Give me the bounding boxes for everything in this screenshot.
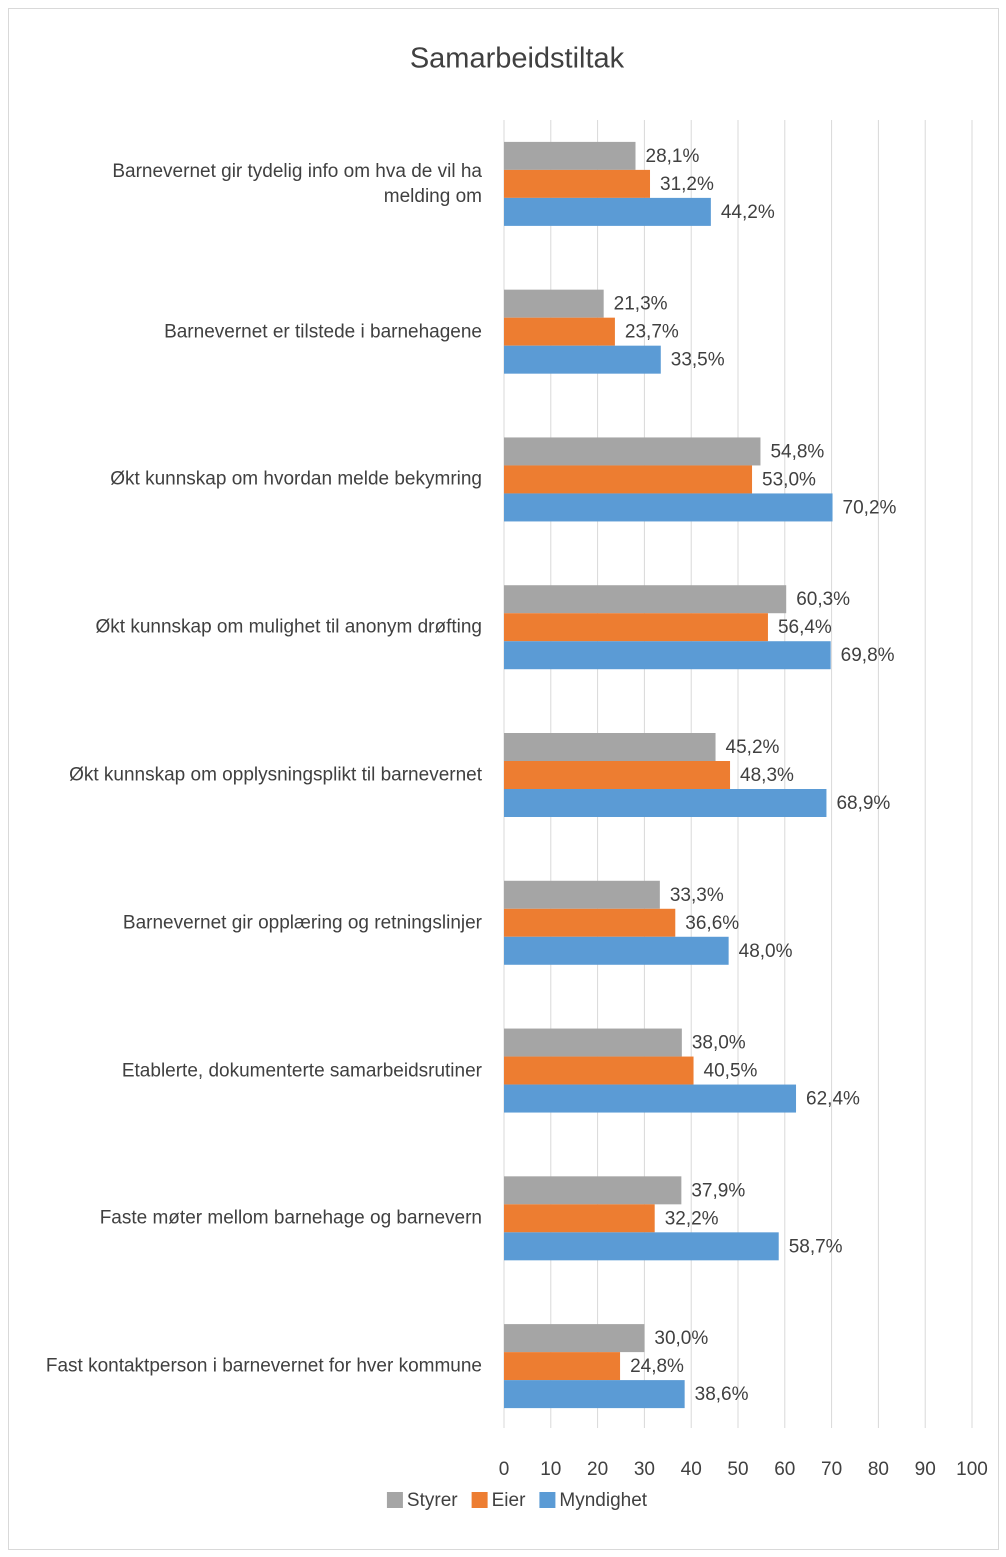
value-label: 60,3% bbox=[796, 589, 850, 610]
value-label: 40,5% bbox=[704, 1061, 758, 1082]
x-tick-label: 100 bbox=[956, 1459, 988, 1480]
legend: Styrer Eier Myndighet bbox=[386, 1490, 648, 1511]
bar bbox=[504, 1232, 779, 1261]
bar bbox=[504, 613, 768, 642]
value-label: 45,2% bbox=[726, 737, 780, 758]
category-label: Barnevernet gir opplæring og retningslin… bbox=[122, 912, 482, 934]
category-label: Økt kunnskap om hvordan melde bekymring bbox=[110, 468, 482, 490]
bar bbox=[504, 317, 615, 346]
bar bbox=[504, 1204, 655, 1233]
bar bbox=[504, 1084, 797, 1113]
category-label: Økt kunnskap om mulighet til anonym drøf… bbox=[95, 616, 482, 638]
bar bbox=[504, 169, 651, 198]
value-label: 21,3% bbox=[614, 294, 668, 315]
bar bbox=[504, 880, 660, 909]
value-label: 33,3% bbox=[670, 885, 724, 906]
category-label: Faste møter mellom barnehage og barnever… bbox=[99, 1207, 482, 1229]
bar bbox=[504, 437, 761, 466]
value-label: 62,4% bbox=[806, 1089, 860, 1110]
value-label: 69,8% bbox=[841, 645, 895, 666]
bar bbox=[504, 936, 729, 965]
legend-label: Myndighet bbox=[559, 1490, 647, 1511]
bar bbox=[504, 493, 833, 522]
category-label: Barnevernet er tilstede i barnehagene bbox=[164, 321, 482, 343]
legend-swatch bbox=[386, 1492, 403, 1508]
bar bbox=[504, 641, 831, 670]
value-label: 24,8% bbox=[630, 1356, 684, 1377]
bar bbox=[504, 789, 827, 817]
value-label: 28,1% bbox=[646, 146, 700, 167]
value-label: 38,0% bbox=[692, 1033, 746, 1054]
value-label: 70,2% bbox=[843, 497, 897, 518]
bar bbox=[504, 345, 661, 374]
legend-label: Eier bbox=[492, 1490, 526, 1511]
value-label: 48,3% bbox=[740, 765, 794, 786]
value-label: 33,5% bbox=[671, 350, 725, 371]
x-tick-label: 90 bbox=[915, 1459, 936, 1480]
bar bbox=[504, 1352, 621, 1381]
value-label: 32,2% bbox=[665, 1208, 719, 1229]
value-label: 38,6% bbox=[695, 1384, 749, 1405]
value-label: 31,2% bbox=[660, 174, 714, 195]
chart-title: Samarbeidstiltak bbox=[410, 43, 625, 75]
bar bbox=[504, 1380, 685, 1409]
value-label: 53,0% bbox=[762, 469, 816, 490]
category-label: Barnevernet gir tydelig info om hva de v… bbox=[112, 160, 482, 207]
bar bbox=[504, 1324, 645, 1353]
bar bbox=[504, 733, 716, 761]
bar bbox=[504, 908, 676, 937]
bar bbox=[504, 1028, 682, 1057]
x-tick-label: 60 bbox=[774, 1459, 795, 1480]
value-label: 48,0% bbox=[739, 941, 793, 962]
bar bbox=[504, 465, 753, 494]
value-label: 23,7% bbox=[625, 322, 679, 343]
value-label: 36,6% bbox=[685, 913, 739, 934]
x-tick-label: 0 bbox=[499, 1459, 510, 1480]
value-label: 56,4% bbox=[778, 617, 832, 638]
legend-swatch bbox=[471, 1492, 488, 1508]
x-tick-label: 30 bbox=[634, 1459, 655, 1480]
x-tick-label: 80 bbox=[868, 1459, 889, 1480]
bar bbox=[504, 197, 711, 226]
x-tick-label: 50 bbox=[727, 1459, 748, 1480]
legend-label: Styrer bbox=[407, 1490, 458, 1511]
value-label: 54,8% bbox=[770, 441, 824, 462]
bar bbox=[504, 141, 636, 170]
bar bbox=[504, 289, 604, 318]
bar bbox=[504, 1176, 682, 1205]
value-label: 58,7% bbox=[789, 1236, 843, 1257]
category-label: Fast kontaktperson i barnevernet for hve… bbox=[45, 1355, 482, 1377]
x-tick-label: 10 bbox=[540, 1459, 561, 1480]
value-label: 44,2% bbox=[721, 202, 775, 223]
value-label: 37,9% bbox=[691, 1180, 745, 1201]
bar bbox=[504, 761, 731, 789]
x-tick-label: 70 bbox=[821, 1459, 842, 1480]
value-label: 30,0% bbox=[654, 1328, 708, 1349]
legend-swatch bbox=[539, 1492, 556, 1508]
bar bbox=[504, 585, 787, 614]
value-label: 68,9% bbox=[836, 793, 890, 814]
x-tick-label: 20 bbox=[587, 1459, 608, 1480]
x-tick-label: 40 bbox=[681, 1459, 702, 1480]
bar bbox=[504, 1056, 694, 1085]
category-label: Etablerte, dokumenterte samarbeidsrutine… bbox=[121, 1060, 482, 1082]
category-label: Økt kunnskap om opplysningsplikt til bar… bbox=[69, 764, 482, 786]
